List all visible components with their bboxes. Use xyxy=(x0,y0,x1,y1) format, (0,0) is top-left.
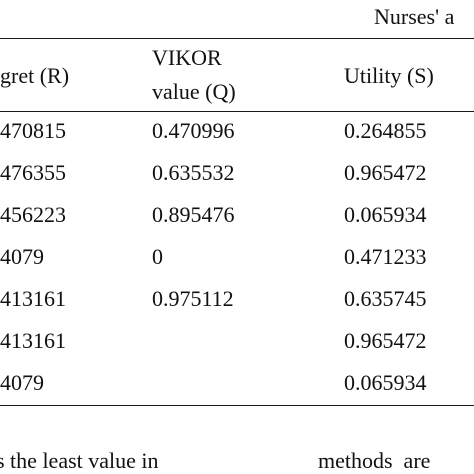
body-text-left: s the least value in xyxy=(0,448,159,473)
group-header-right: Nurses' a xyxy=(374,4,455,29)
cell-regret: 470815 xyxy=(0,118,66,143)
cell-utility: 0.965472 xyxy=(344,160,427,185)
cell-regret: 4079 xyxy=(0,244,44,269)
cell-vikor: 0 xyxy=(152,244,163,269)
rule-bottom xyxy=(0,405,474,406)
header-vikor-line2: value (Q) xyxy=(152,79,236,104)
header-regret: gret (R) xyxy=(0,63,70,88)
cell-regret: 4079 xyxy=(0,370,44,395)
cell-vikor: 0.975112 xyxy=(152,286,234,311)
cell-vikor: 0.470996 xyxy=(152,118,235,143)
cell-regret: 413161 xyxy=(0,328,66,353)
cell-utility: 0.264855 xyxy=(344,118,427,143)
header-utility: Utility (S) xyxy=(344,63,434,88)
body-text-right: methods are xyxy=(318,448,431,473)
header-vikor-line1: VIKOR xyxy=(152,45,222,70)
cell-utility: 0.065934 xyxy=(344,202,427,227)
cell-utility: 0.065934 xyxy=(344,370,427,395)
rule-header-bottom xyxy=(0,111,474,112)
cell-regret: 476355 xyxy=(0,160,66,185)
cell-utility: 0.471233 xyxy=(344,244,427,269)
cell-utility: 0.965472 xyxy=(344,328,427,353)
rule-top xyxy=(0,38,474,39)
cell-vikor: 0.635532 xyxy=(152,160,235,185)
cell-vikor: 0.895476 xyxy=(152,202,235,227)
cell-regret: 456223 xyxy=(0,202,66,227)
cell-regret: 413161 xyxy=(0,286,66,311)
cell-utility: 0.635745 xyxy=(344,286,427,311)
